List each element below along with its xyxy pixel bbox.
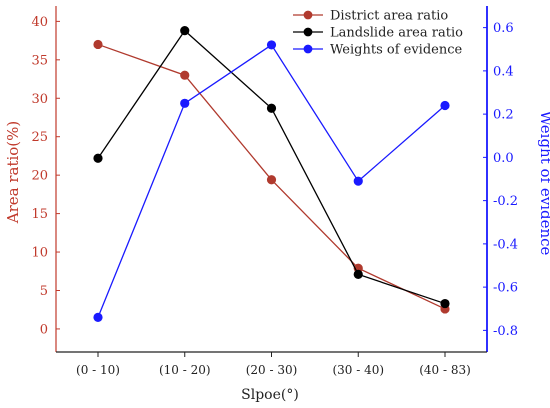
- x-tick-label: (0 - 10): [76, 363, 120, 377]
- left-axis-ticks: 0 5 10 15 20 25 30 35 40: [31, 15, 60, 337]
- series-2-point: [180, 26, 190, 36]
- y-left-tick-label: 10: [31, 246, 48, 261]
- series-3-point: [440, 100, 450, 111]
- right-axis-ticks: 0.6 0.4 0.2 0.0 -0.2 -0.4 -0.6 -0.8: [483, 21, 518, 339]
- y-right-tick-label: 0.0: [493, 151, 514, 166]
- x-tick-label: (20 - 30): [246, 363, 298, 377]
- y-right-tick-label: -0.8: [493, 324, 518, 339]
- legend-marker-2: [303, 27, 313, 37]
- series-2-point: [93, 153, 103, 163]
- series-2-point: [440, 298, 450, 309]
- x-axis-ticks: (0 - 10) (10 - 20) (20 - 30) (30 - 40) (40 -…: [76, 352, 471, 377]
- series-2-point: [353, 269, 363, 279]
- legend: District area ratio Landslide area ratio W…: [293, 9, 463, 58]
- series-3-point: [266, 40, 277, 50]
- y-left-tick-label: 25: [31, 130, 48, 145]
- y-left-tick-label: 5: [40, 284, 48, 299]
- y-right-tick-label: 0.4: [493, 64, 514, 79]
- series-1-point: [266, 175, 277, 185]
- series-1-point: [93, 39, 103, 50]
- x-axis-label: Slpoe(°): [241, 387, 299, 403]
- legend-marker-3: [303, 44, 313, 54]
- y-left-tick-label: 15: [31, 207, 48, 222]
- series-layer: [93, 26, 450, 322]
- y-axis-left-label: Area ratio(%): [4, 121, 22, 225]
- legend-label-1: District area ratio: [330, 9, 448, 24]
- series-2-point: [266, 103, 277, 113]
- legend-marker-1: [303, 10, 313, 20]
- series-line-2: [97, 29, 446, 305]
- y-right-tick-label: -0.2: [493, 194, 518, 209]
- y-left-tick-label: 20: [31, 169, 48, 184]
- y-axis-right-label: Weight of evidence: [537, 111, 550, 256]
- series-1-point: [180, 70, 190, 80]
- y-right-tick-label: -0.4: [493, 237, 518, 252]
- series-3-point: [353, 176, 363, 186]
- legend-label-2: Landslide area ratio: [330, 26, 463, 41]
- x-tick-label: (30 - 40): [332, 363, 384, 377]
- x-tick-label: (40 - 83): [419, 363, 471, 377]
- y-left-tick-label: 0: [40, 322, 48, 337]
- y-left-tick-label: 40: [31, 15, 48, 30]
- y-left-tick-label: 30: [31, 92, 48, 107]
- y-left-tick-label: 35: [31, 53, 48, 68]
- series-3-point: [180, 98, 190, 108]
- y-right-tick-label: 0.2: [493, 108, 514, 123]
- y-right-tick-label: -0.6: [493, 281, 518, 296]
- legend-label-3: Weights of evidence: [330, 43, 463, 58]
- series-3-point: [93, 312, 103, 322]
- y-right-tick-label: 0.6: [493, 21, 514, 36]
- x-tick-label: (10 - 20): [159, 363, 211, 377]
